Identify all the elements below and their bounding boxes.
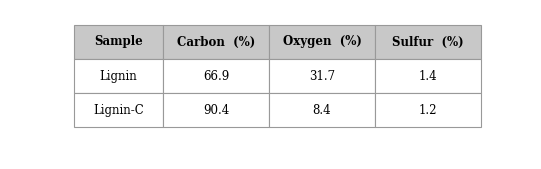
Bar <box>163 59 269 93</box>
Text: 31.7: 31.7 <box>309 70 335 83</box>
Bar <box>74 93 163 127</box>
Text: Carbon  (%): Carbon (%) <box>177 35 255 49</box>
Bar <box>269 25 375 59</box>
Bar <box>269 59 375 93</box>
Bar <box>163 25 269 59</box>
Text: Lignin: Lignin <box>100 70 137 83</box>
Text: 1.2: 1.2 <box>419 104 437 117</box>
Bar <box>375 25 481 59</box>
Text: Oxygen  (%): Oxygen (%) <box>282 35 361 49</box>
Text: Lignin-C: Lignin-C <box>93 104 144 117</box>
Bar <box>163 93 269 127</box>
Text: 1.4: 1.4 <box>419 70 437 83</box>
Bar <box>74 25 163 59</box>
Bar <box>74 59 163 93</box>
Text: Sulfur  (%): Sulfur (%) <box>392 35 464 49</box>
Text: 90.4: 90.4 <box>203 104 229 117</box>
Text: Sample: Sample <box>94 35 143 49</box>
Bar <box>375 59 481 93</box>
Bar <box>269 93 375 127</box>
Text: 66.9: 66.9 <box>203 70 229 83</box>
Bar <box>375 93 481 127</box>
Text: 8.4: 8.4 <box>313 104 331 117</box>
